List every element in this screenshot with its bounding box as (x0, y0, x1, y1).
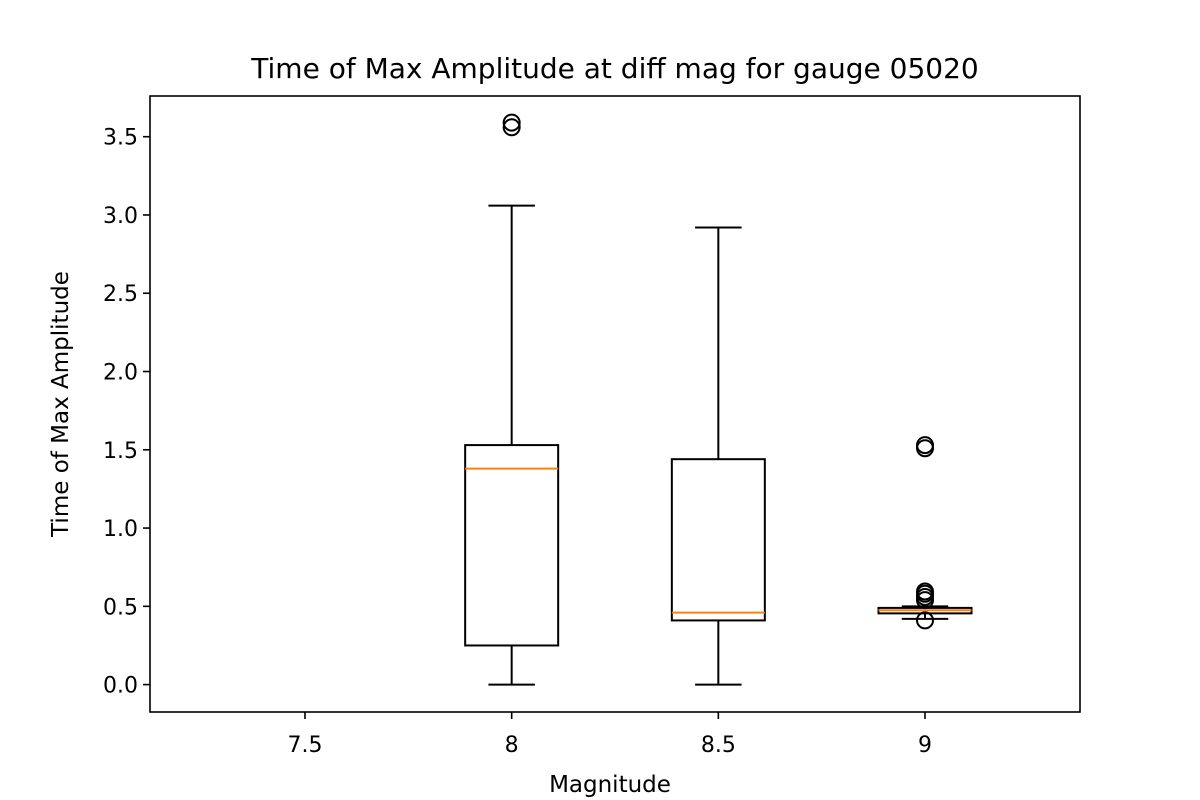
box-iqr (670, 458, 766, 622)
plot-area: 0.0 0.5 1.0 1.5 2.0 2.5 3.0 3.5 7.5 8 8.5 9 (103, 95, 1081, 758)
y-tick-label: 0.5 (103, 595, 138, 620)
outlier-point (916, 436, 934, 455)
y-tick-label: 3.0 (103, 204, 138, 229)
y-tick-label: 1.0 (103, 517, 138, 542)
y-tick-label: 2.5 (103, 282, 138, 307)
y-tick-label: 3.5 (103, 126, 138, 151)
outlier-point (916, 582, 934, 601)
x-tick-label: 8.5 (701, 733, 736, 758)
x-tick-label: 8 (505, 733, 519, 758)
y-tick-label: 2.0 (103, 361, 138, 386)
x-axis-label: Magnitude (549, 772, 671, 798)
box-iqr (464, 444, 560, 647)
y-tick-label: 1.5 (103, 439, 138, 464)
chart-title: Time of Max Amplitude at diff mag for ga… (250, 52, 978, 85)
plot-frame (149, 95, 1081, 713)
outlier-point (502, 118, 521, 137)
outlier-point (502, 113, 521, 132)
y-axis-label: Time of Max Amplitude (48, 271, 74, 538)
outlier-point (916, 611, 934, 630)
x-tick-label: 9 (918, 733, 932, 758)
y-tick-label: 0.0 (103, 674, 138, 699)
x-tick-label: 7.5 (288, 733, 323, 758)
